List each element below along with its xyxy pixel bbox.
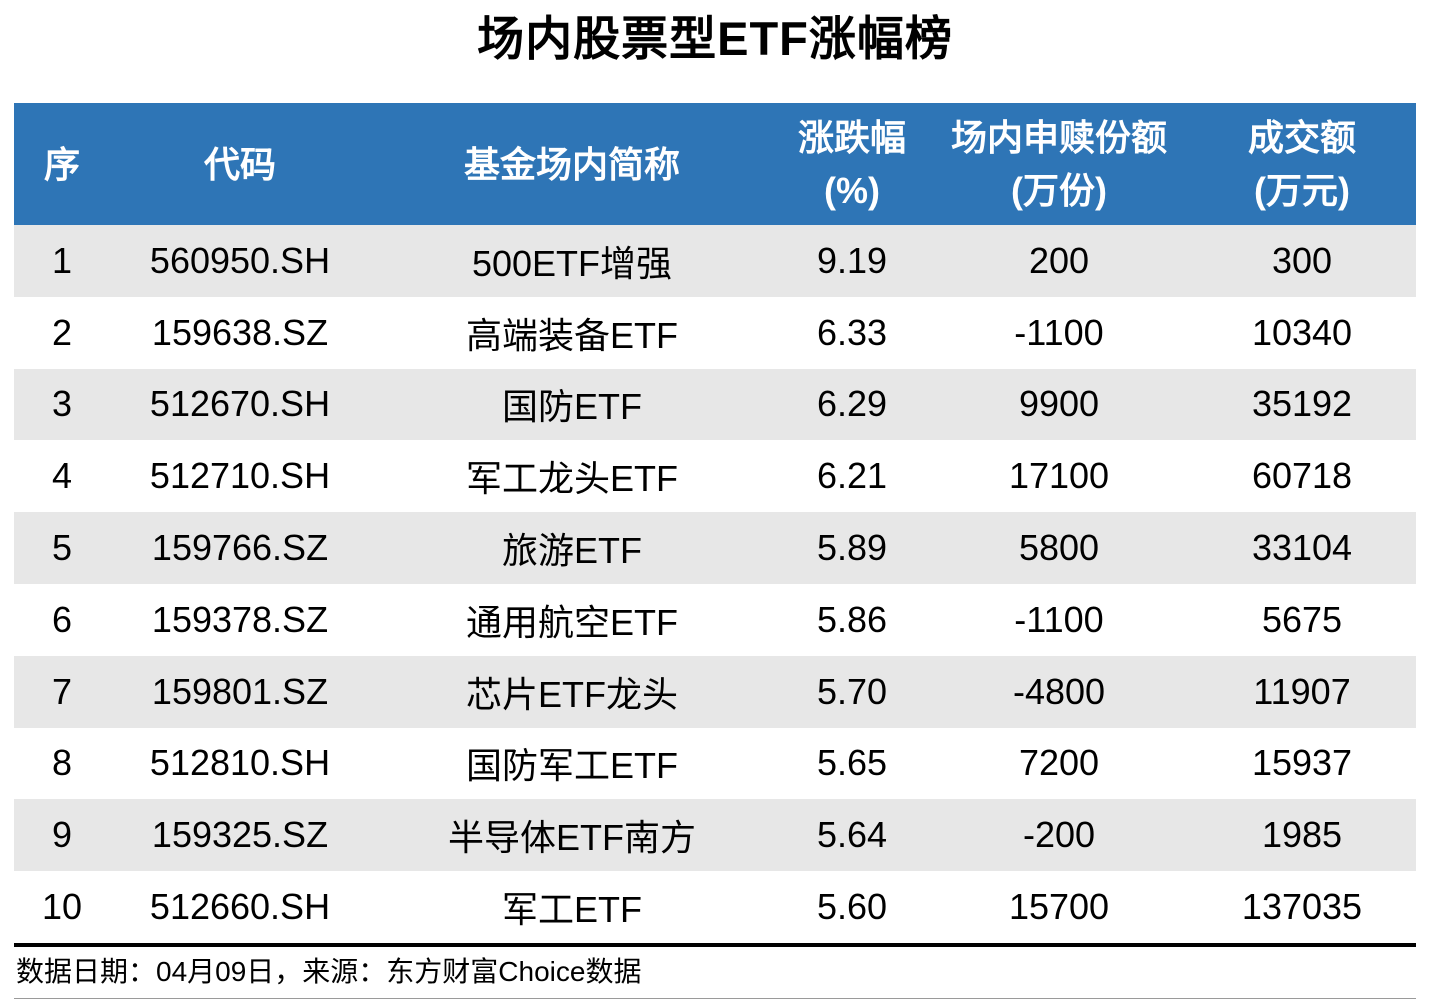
table-cell: 11907 bbox=[1188, 655, 1416, 728]
table-row: 9 159325.SZ 半导体ETF南方 5.64 -200 1985 bbox=[14, 799, 1416, 872]
table-cell: 7 bbox=[14, 655, 110, 728]
table-row: 2 159638.SZ 高端装备ETF 6.33 -1100 10340 bbox=[14, 296, 1416, 369]
table-cell: 5.65 bbox=[774, 727, 930, 800]
column-header-unit: (万元) bbox=[1254, 170, 1350, 211]
table-cell: 4 bbox=[14, 440, 110, 513]
column-header-label: 场内申赎份额 bbox=[950, 117, 1167, 158]
table-cell: 旅游ETF bbox=[370, 512, 774, 584]
table-cell: 35192 bbox=[1188, 368, 1416, 441]
column-header-unit: (%) bbox=[824, 170, 880, 211]
etf-gainers-table: 序 代码 基金场内简称 涨跌幅 (%) 场内申赎份额 (万份) 成交额 (万元) 1 560950… bbox=[14, 103, 1416, 943]
table-cell: 7200 bbox=[930, 727, 1188, 800]
table-cell: 5675 bbox=[1188, 583, 1416, 656]
page-title: 场内股票型ETF涨幅榜 bbox=[477, 12, 953, 65]
table-cell: 10340 bbox=[1188, 296, 1416, 369]
table-cell: 国防ETF bbox=[370, 368, 774, 441]
table-cell: 通用航空ETF bbox=[370, 583, 774, 656]
column-header: 涨跌幅 (%) bbox=[774, 103, 930, 225]
column-header-label: 代码 bbox=[203, 143, 276, 185]
table-cell: 芯片ETF龙头 bbox=[370, 655, 774, 728]
table-header: 序 代码 基金场内简称 涨跌幅 (%) 场内申赎份额 (万份) 成交额 (万元) bbox=[14, 103, 1416, 225]
column-header: 成交额 (万元) bbox=[1188, 103, 1416, 225]
table-cell: 5.64 bbox=[774, 799, 930, 872]
table-cell: 15700 bbox=[930, 871, 1188, 943]
table-cell: 200 bbox=[930, 225, 1188, 297]
table-cell: 159801.SZ bbox=[110, 655, 370, 728]
column-header-label: 涨跌幅 bbox=[797, 117, 906, 158]
column-header: 基金场内简称 bbox=[370, 103, 774, 225]
table-row: 10 512660.SH 军工ETF 5.60 15700 137035 bbox=[14, 871, 1416, 943]
table-cell: 560950.SH bbox=[110, 225, 370, 297]
table-cell: 300 bbox=[1188, 225, 1416, 297]
table-cell: 8 bbox=[14, 727, 110, 800]
table-cell: 军工龙头ETF bbox=[370, 440, 774, 513]
table-row: 5 159766.SZ 旅游ETF 5.89 5800 33104 bbox=[14, 512, 1416, 584]
table-cell: 6 bbox=[14, 583, 110, 656]
column-header: 序 bbox=[14, 103, 110, 225]
column-header: 代码 bbox=[110, 103, 370, 225]
table-cell: 5.70 bbox=[774, 655, 930, 728]
table-cell: 159638.SZ bbox=[110, 296, 370, 369]
table-cell: 1985 bbox=[1188, 799, 1416, 872]
table-cell: 159378.SZ bbox=[110, 583, 370, 656]
table-cell: 512810.SH bbox=[110, 727, 370, 800]
table-cell: 9900 bbox=[930, 368, 1188, 441]
table-cell: 5 bbox=[14, 512, 110, 584]
table-cell: 1 bbox=[14, 225, 110, 297]
table-cell: 国防军工ETF bbox=[370, 727, 774, 800]
table-cell: 6.33 bbox=[774, 296, 930, 369]
table-cell: 60718 bbox=[1188, 440, 1416, 513]
table-cell: 5.60 bbox=[774, 871, 930, 943]
table-cell: 5.89 bbox=[774, 512, 930, 584]
table-cell: 512710.SH bbox=[110, 440, 370, 513]
table-cell: 512660.SH bbox=[110, 871, 370, 943]
table-cell: 2 bbox=[14, 296, 110, 369]
table-cell: -1100 bbox=[930, 583, 1188, 656]
column-header: 场内申赎份额 (万份) bbox=[930, 103, 1188, 225]
table-cell: 500ETF增强 bbox=[370, 225, 774, 297]
table-cell: 10 bbox=[14, 871, 110, 943]
table-cell: 9 bbox=[14, 799, 110, 872]
table-cell: -4800 bbox=[930, 655, 1188, 728]
table-cell: 6.21 bbox=[774, 440, 930, 513]
table-cell: 159766.SZ bbox=[110, 512, 370, 584]
table-cell: -200 bbox=[930, 799, 1188, 872]
table-cell: 3 bbox=[14, 368, 110, 441]
table-body: 1 560950.SH 500ETF增强 9.19 200 300 2 159638.SZ 高端… bbox=[14, 225, 1416, 943]
table-cell: 17100 bbox=[930, 440, 1188, 513]
column-header-unit: (万份) bbox=[1011, 170, 1107, 211]
table-row: 6 159378.SZ 通用航空ETF 5.86 -1100 5675 bbox=[14, 583, 1416, 656]
column-header-label: 成交额 bbox=[1247, 117, 1356, 158]
table-cell: 137035 bbox=[1188, 871, 1416, 943]
table-row: 3 512670.SH 国防ETF 6.29 9900 35192 bbox=[14, 368, 1416, 441]
table-cell: 15937 bbox=[1188, 727, 1416, 800]
table-cell: 33104 bbox=[1188, 512, 1416, 584]
column-header-label: 序 bbox=[43, 143, 80, 185]
table-cell: 军工ETF bbox=[370, 871, 774, 943]
table-cell: 512670.SH bbox=[110, 368, 370, 441]
footer-note: 数据日期：04月09日，来源：东方财富Choice数据 bbox=[14, 942, 1416, 999]
table-cell: 5800 bbox=[930, 512, 1188, 584]
table-cell: 半导体ETF南方 bbox=[370, 799, 774, 872]
table-cell: 高端装备ETF bbox=[370, 296, 774, 369]
column-header-label: 基金场内简称 bbox=[463, 143, 680, 185]
table-cell: 9.19 bbox=[774, 225, 930, 297]
table-cell: 6.29 bbox=[774, 368, 930, 441]
table-cell: -1100 bbox=[930, 296, 1188, 369]
table-row: 7 159801.SZ 芯片ETF龙头 5.70 -4800 11907 bbox=[14, 655, 1416, 728]
table-header-row: 序 代码 基金场内简称 涨跌幅 (%) 场内申赎份额 (万份) 成交额 (万元) bbox=[14, 103, 1416, 225]
table-row: 1 560950.SH 500ETF增强 9.19 200 300 bbox=[14, 225, 1416, 297]
table-row: 4 512710.SH 军工龙头ETF 6.21 17100 60718 bbox=[14, 440, 1416, 513]
table-cell: 5.86 bbox=[774, 583, 930, 656]
table-cell: 159325.SZ bbox=[110, 799, 370, 872]
table-row: 8 512810.SH 国防军工ETF 5.65 7200 15937 bbox=[14, 727, 1416, 800]
